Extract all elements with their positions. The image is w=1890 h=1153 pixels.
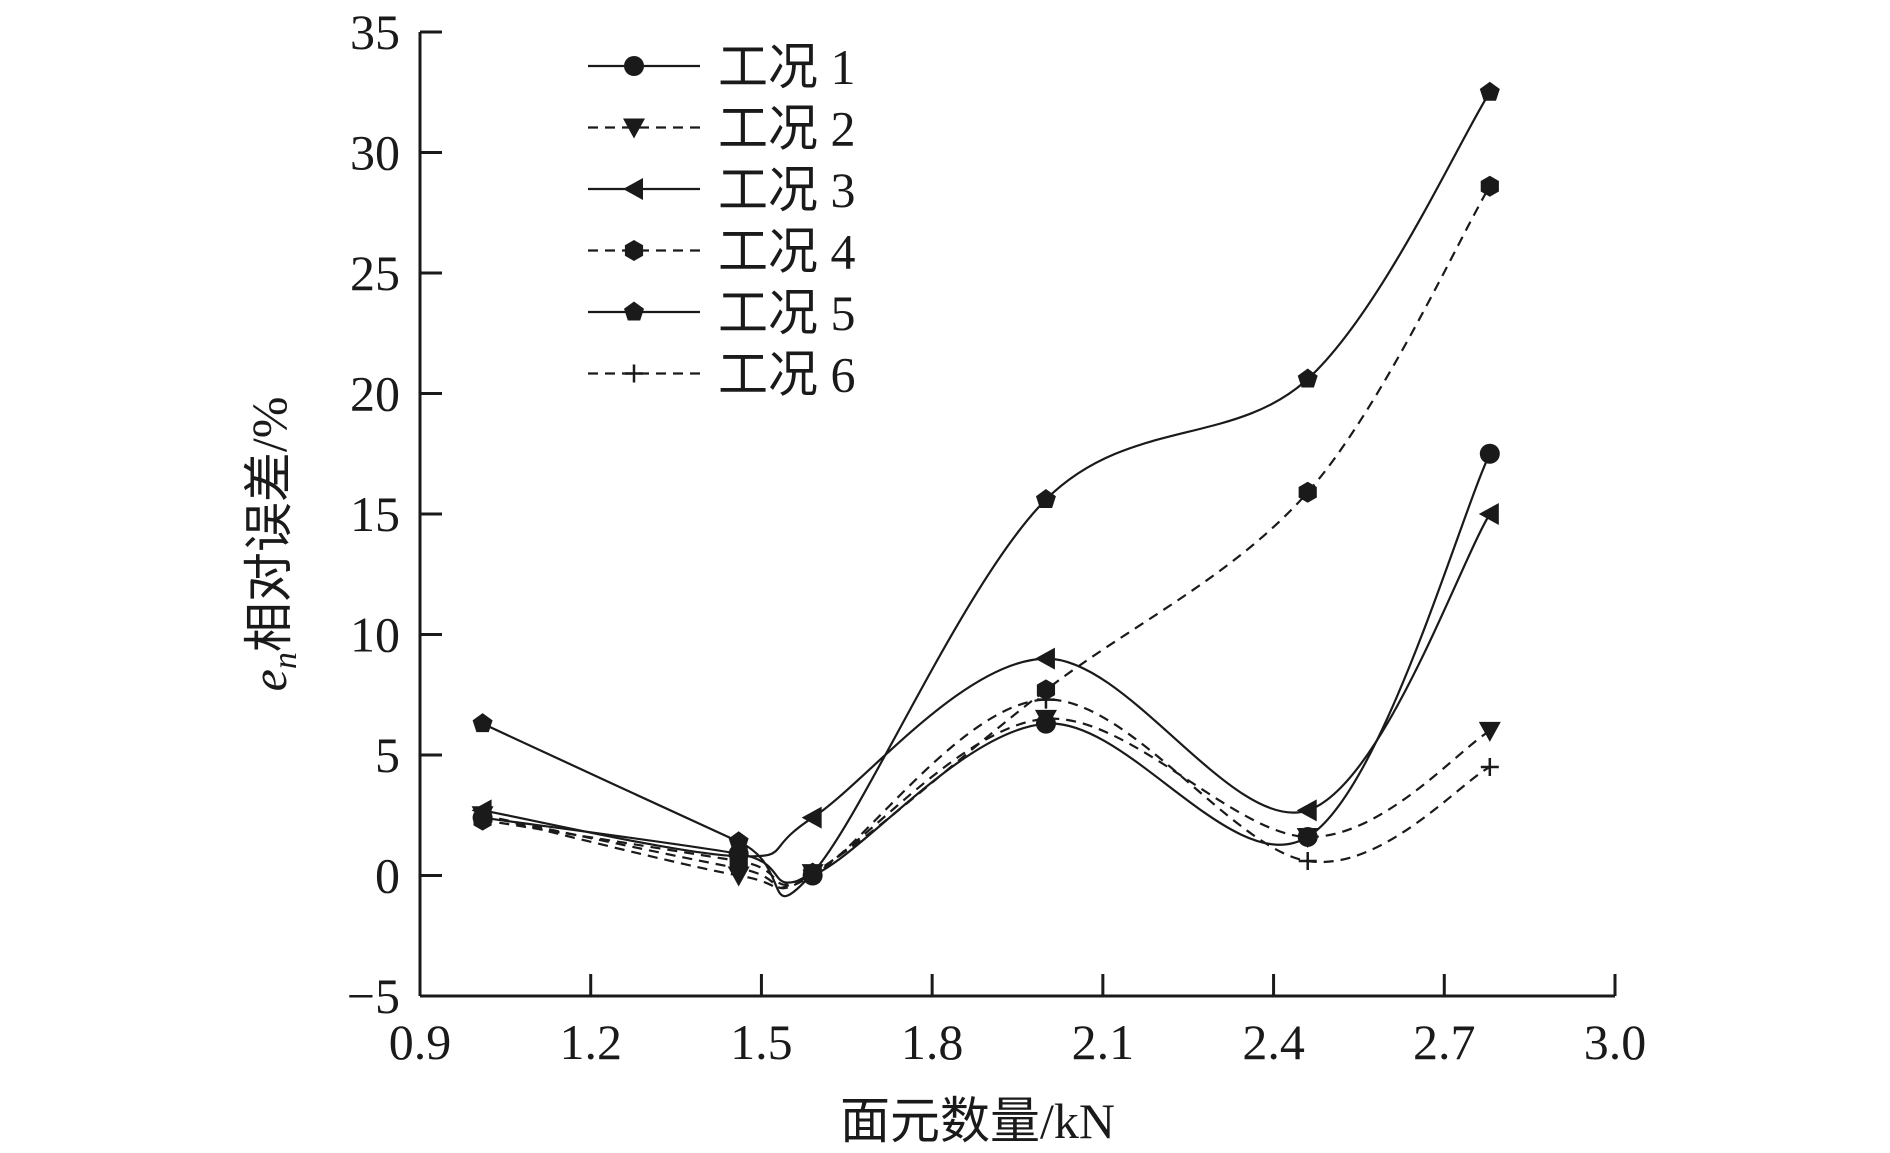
y-tick-label: 10 — [350, 607, 400, 663]
legend-item: 工况 6 — [588, 347, 856, 403]
data-point — [1034, 647, 1055, 670]
data-point — [1035, 489, 1056, 509]
y-axis-subscript: n — [267, 652, 304, 669]
data-point — [1478, 721, 1501, 742]
data-point — [1480, 758, 1499, 777]
data-point — [473, 806, 492, 825]
y-tick-label: 5 — [375, 727, 400, 783]
x-tick-label: 2.1 — [1072, 1014, 1135, 1070]
y-tick-label: 35 — [350, 4, 400, 60]
data-point — [1036, 679, 1056, 701]
legend-label: 工况 2 — [718, 101, 856, 157]
legend-item: 工况 2 — [588, 101, 856, 157]
legend-marker — [624, 240, 644, 261]
legend-item: 工况 4 — [588, 224, 856, 280]
y-axis-title: en相对误差/% — [241, 397, 304, 692]
x-tick-label: 1.5 — [730, 1014, 793, 1070]
data-point — [729, 859, 748, 878]
data-point — [1036, 690, 1055, 709]
series-line — [482, 453, 1491, 884]
legend-label: 工况 6 — [718, 347, 856, 403]
legend-item: 工况 1 — [588, 39, 856, 95]
y-tick-label: −5 — [347, 968, 400, 1024]
legend-marker — [625, 364, 643, 383]
series-line — [482, 717, 1491, 890]
series-line — [482, 513, 1491, 858]
legend: 工况 1 工况 2工况 3 工况 4工况 5 工况 6 — [588, 39, 856, 403]
legend-label: 工况 4 — [718, 224, 856, 280]
legend-label: 工况 3 — [718, 162, 856, 218]
series-6 — [473, 690, 1499, 890]
data-point — [1297, 368, 1318, 388]
legend-marker — [624, 301, 644, 321]
series-1 — [472, 443, 1500, 886]
y-tick-label: 20 — [350, 366, 400, 422]
series-line — [482, 698, 1491, 890]
series-line — [482, 91, 1491, 898]
data-point — [1034, 709, 1057, 730]
y-axis-text: 相对误差/% — [241, 397, 297, 653]
data-point — [1480, 175, 1499, 197]
svg-text:en相对误差/%: en相对误差/% — [241, 397, 304, 692]
series-layer — [471, 81, 1501, 898]
data-point — [801, 806, 822, 829]
x-tick-label: 2.7 — [1413, 1014, 1476, 1070]
legend-label: 工况 5 — [718, 285, 856, 341]
series-3 — [471, 503, 1499, 868]
data-point — [1298, 481, 1317, 503]
data-point — [472, 713, 493, 733]
axes: 0.9 1.2 1.5 1.8 2.1 2.4 2.7 3.0 35 30 25 20 15 10 5 0 −5 — [347, 4, 1646, 1070]
data-point — [1296, 827, 1319, 848]
series-4 — [473, 175, 1499, 886]
data-point — [728, 831, 749, 851]
series-5 — [472, 81, 1500, 898]
data-point — [1478, 503, 1499, 525]
legend-marker — [624, 56, 644, 76]
legend-label: 工况 1 — [718, 39, 856, 95]
x-tick-label: 1.2 — [559, 1014, 622, 1070]
data-point — [1479, 81, 1500, 101]
x-tick-label: 0.9 — [389, 1014, 452, 1070]
data-point — [1298, 852, 1317, 871]
data-point — [1479, 443, 1500, 464]
legend-item: 工况 5 — [588, 285, 856, 341]
legend-marker — [623, 118, 645, 139]
y-axis-symbol: e — [241, 669, 297, 691]
y-tick-label: 25 — [350, 245, 400, 301]
data-point — [803, 866, 822, 885]
data-point — [1296, 799, 1317, 822]
y-tick-label: 30 — [350, 125, 400, 181]
series-line — [482, 185, 1491, 886]
x-tick-label: 2.4 — [1242, 1014, 1305, 1070]
y-tick-label: 15 — [350, 486, 400, 542]
legend-marker — [623, 178, 643, 200]
x-axis-title: 面元数量/kN — [840, 1093, 1115, 1149]
y-tick-label: 0 — [375, 848, 400, 904]
legend-item: 工况 3 — [588, 162, 856, 218]
x-tick-label: 3.0 — [1584, 1014, 1647, 1070]
x-tick-label: 1.8 — [901, 1014, 964, 1070]
